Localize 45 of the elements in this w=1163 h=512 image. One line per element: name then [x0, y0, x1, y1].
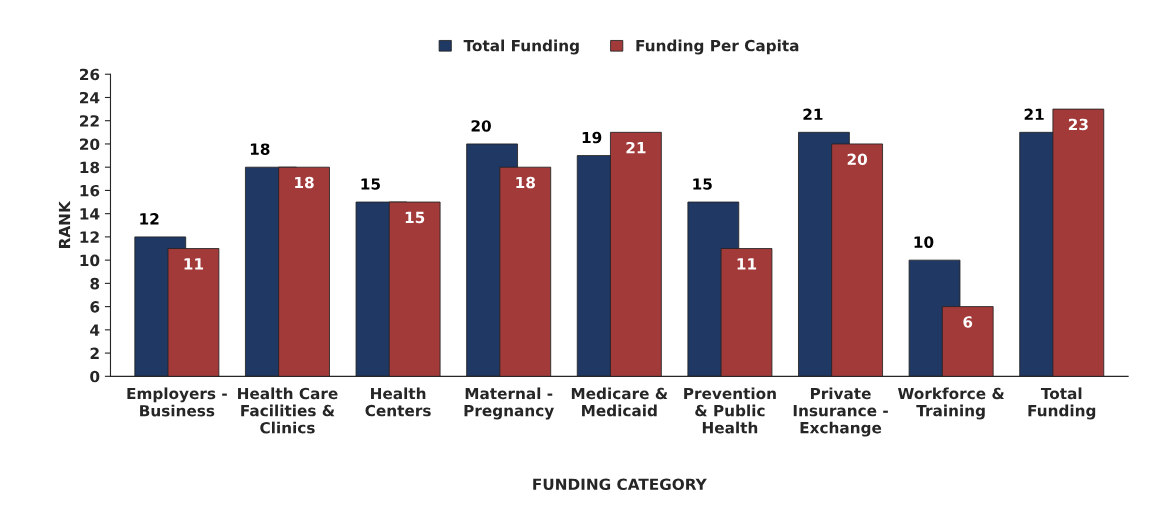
data-label: 11 — [184, 258, 204, 270]
data-label: 11 — [737, 258, 757, 270]
x-tick-label: Prevention & Public Health — [684, 387, 776, 434]
legend-label: Funding Per Capita — [636, 39, 799, 55]
data-label: 20 — [847, 153, 868, 166]
x-tick-label: Medicare & Medicaid — [571, 387, 668, 417]
data-label: 18 — [516, 176, 535, 189]
x-tick-label: Health Care Facilities & Clinics — [238, 387, 338, 434]
x-tick-label: Workforce & Training — [897, 387, 1005, 420]
data-label: 23 — [1068, 118, 1088, 131]
x-tick-label: Employers - Business — [127, 387, 227, 417]
data-label: 21 — [1024, 108, 1044, 120]
data-label: 10 — [914, 236, 934, 248]
legend-label: Total Funding — [463, 39, 579, 55]
x-axis-title: FUNDING CATEGORY — [533, 478, 707, 491]
y-tick-label: 8 — [90, 277, 100, 290]
x-tick-label: Health Centers — [365, 387, 431, 417]
y-tick-label: 6 — [90, 301, 100, 313]
y-tick-label: 22 — [80, 115, 99, 127]
data-label: 6 — [963, 316, 973, 328]
y-tick-label: 4 — [90, 324, 100, 336]
data-label: 18 — [295, 176, 314, 189]
y-tick-label: 18 — [80, 161, 100, 174]
y-tick-label: 24 — [80, 91, 100, 104]
data-label: 21 — [626, 141, 646, 154]
y-tick-label: 10 — [80, 254, 100, 267]
y-tick-label: 14 — [80, 208, 100, 220]
y-tick-label: 16 — [80, 184, 100, 197]
y-tick-label: 20 — [80, 138, 100, 150]
data-label: 15 — [405, 211, 425, 224]
y-tick-label: 26 — [80, 68, 100, 81]
data-label: 12 — [140, 213, 159, 225]
data-label: 18 — [250, 143, 270, 155]
x-tick-label: Total Funding — [1028, 387, 1096, 420]
x-tick-label: Private Insurance - Exchange — [793, 387, 888, 437]
y-axis-title: RANK — [58, 200, 71, 248]
data-label: 21 — [803, 108, 823, 120]
data-label: 20 — [471, 120, 491, 132]
data-label: 15 — [361, 178, 380, 190]
y-tick-label: 0 — [90, 370, 100, 383]
data-label: 19 — [582, 131, 602, 144]
data-label: 15 — [693, 178, 712, 190]
y-tick-label: 2 — [90, 347, 99, 359]
x-tick-label: Maternal - Pregnancy — [464, 387, 554, 420]
y-tick-label: 12 — [80, 231, 99, 243]
